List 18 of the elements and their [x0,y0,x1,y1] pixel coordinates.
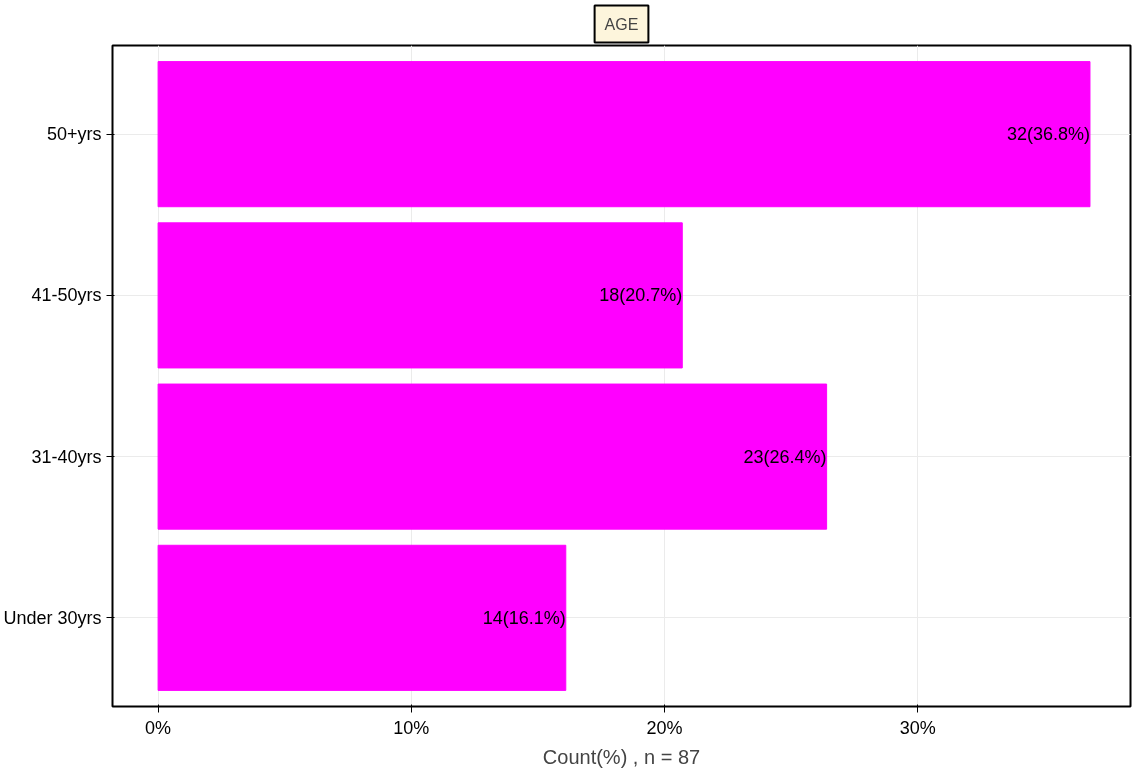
data-label: 23(26.4%) [743,446,827,467]
x-axis-title: Count(%) , n = 87 [542,745,701,768]
x-tick-label: 10% [393,717,430,738]
y-tick-label: 41-50yrs [31,285,102,306]
bar [157,61,1091,208]
bar [157,222,683,369]
data-label: 14(16.1%) [482,607,566,628]
bar [157,544,567,691]
data-label: 32(36.8%) [1006,124,1090,145]
y-tick-label: 31-40yrs [31,446,102,467]
x-tick-label: 0% [145,717,172,738]
bar [157,383,828,530]
chart-title: AGE [604,15,639,33]
y-tick-label: Under 30yrs [3,607,102,628]
data-label: 18(20.7%) [599,285,683,306]
x-tick-label: 20% [646,717,683,738]
y-tick-label: 50+yrs [46,124,102,145]
x-tick-label: 30% [899,717,936,738]
